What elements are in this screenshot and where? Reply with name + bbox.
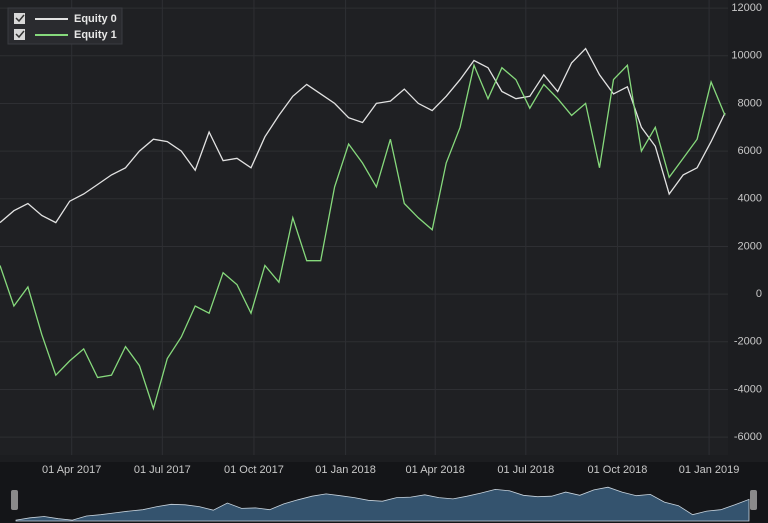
x-tick-label: 01 Oct 2017 bbox=[224, 464, 284, 476]
y-tick-label: -4000 bbox=[734, 383, 762, 395]
x-tick-label: 01 Jul 2017 bbox=[134, 464, 191, 476]
legend: Equity 0 Equity 1 bbox=[7, 7, 123, 45]
navigator-area bbox=[15, 486, 750, 522]
series-line bbox=[0, 47, 726, 224]
x-tick-label: 01 Jan 2019 bbox=[679, 464, 740, 476]
y-tick-label: 6000 bbox=[738, 145, 762, 157]
y-tick-label: 2000 bbox=[738, 240, 762, 252]
checkmark bbox=[15, 30, 25, 39]
x-tick-label: 01 Apr 2018 bbox=[406, 464, 465, 476]
x-tick-label: 01 Apr 2017 bbox=[42, 464, 101, 476]
y-tick-label: -6000 bbox=[734, 431, 762, 443]
checkbox[interactable] bbox=[14, 29, 25, 40]
y-tick-label: -2000 bbox=[734, 336, 762, 348]
x-tick-label: 01 Jan 2018 bbox=[315, 464, 376, 476]
navigator-handle[interactable] bbox=[750, 490, 757, 510]
checkmark bbox=[15, 14, 25, 23]
y-tick-label: 4000 bbox=[738, 193, 762, 205]
series-line bbox=[0, 63, 726, 411]
legend-label: Equity 0 bbox=[74, 13, 117, 25]
y-tick-label: 10000 bbox=[731, 50, 762, 62]
y-tick-label: 12000 bbox=[731, 2, 762, 14]
legend-box bbox=[7, 7, 123, 45]
navigator-handle[interactable] bbox=[11, 490, 18, 510]
y-tick-label: 8000 bbox=[738, 97, 762, 109]
legend-label: Equity 1 bbox=[74, 29, 117, 41]
plot-area bbox=[0, 0, 728, 455]
x-tick-label: 01 Oct 2018 bbox=[587, 464, 647, 476]
x-tick-label: 01 Jul 2018 bbox=[497, 464, 554, 476]
checkbox[interactable] bbox=[14, 13, 25, 24]
y-tick-label: 0 bbox=[756, 288, 762, 300]
